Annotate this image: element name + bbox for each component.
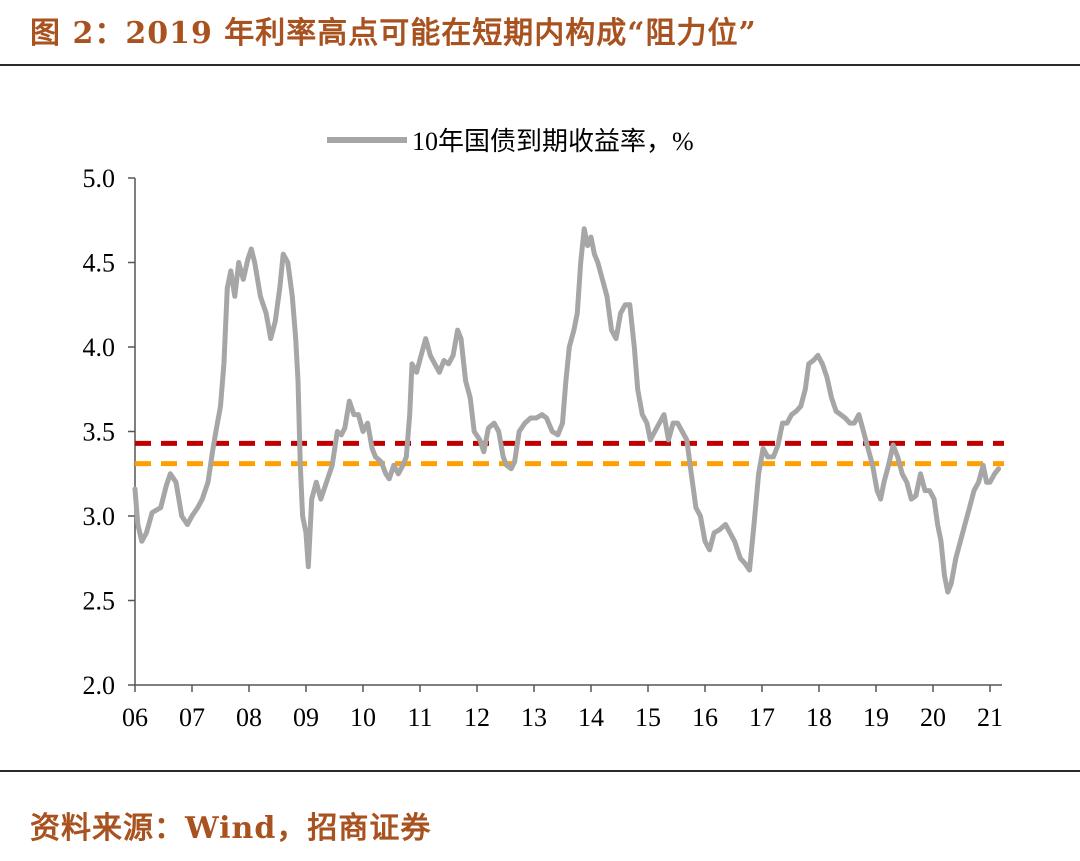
source-note: 资料来源：Wind，招商证券: [30, 811, 432, 846]
x-tick-label: 17: [749, 703, 775, 732]
y-tick-label: 3.5: [83, 418, 116, 447]
x-tick-label: 13: [521, 703, 547, 732]
axes: 2.0 2.5 3.0 3.5 4.0 4.5 5.0 06 07 08 09 10 11 12 13 14 1…: [83, 164, 1004, 732]
y-tick-label: 2.5: [83, 587, 116, 616]
x-tick-label: 08: [236, 703, 262, 732]
x-tick-label: 20: [920, 703, 946, 732]
yield-chart: 10年国债到期收益率，% 2.0 2.5 3.0 3.5 4.0 4.5 5.0 06 07 08…: [83, 127, 1004, 732]
y-tick-label: 5.0: [83, 164, 116, 193]
figure-title: 图 2：2019 年利率高点可能在短期内构成“阻力位”: [30, 16, 757, 51]
y-tick-label: 4.5: [83, 249, 116, 278]
x-tick-label: 09: [293, 703, 319, 732]
x-tick-label: 18: [806, 703, 832, 732]
x-tick-label: 14: [578, 703, 604, 732]
series-line-10y-yield: [132, 226, 1002, 595]
x-tick-label: 16: [692, 703, 718, 732]
x-tick-label: 21: [977, 703, 1003, 732]
y-tick-label: 2.0: [83, 671, 116, 700]
legend-label: 10年国债到期收益率，%: [412, 127, 694, 156]
y-tick-label: 3.0: [83, 502, 116, 531]
reference-lines: [135, 440, 1004, 467]
bottom-divider: [0, 770, 1080, 772]
top-divider: [0, 64, 1080, 66]
x-tick-label: 10: [350, 703, 376, 732]
x-tick-label: 07: [179, 703, 205, 732]
legend: 10年国债到期收益率，%: [327, 127, 694, 156]
x-tick-label: 12: [464, 703, 490, 732]
x-tick-label: 11: [407, 703, 432, 732]
x-tick-label: 06: [122, 703, 148, 732]
x-tick-label: 19: [863, 703, 889, 732]
x-tick-label: 15: [635, 703, 661, 732]
plot-area: [132, 226, 1002, 595]
y-tick-label: 4.0: [83, 333, 116, 362]
